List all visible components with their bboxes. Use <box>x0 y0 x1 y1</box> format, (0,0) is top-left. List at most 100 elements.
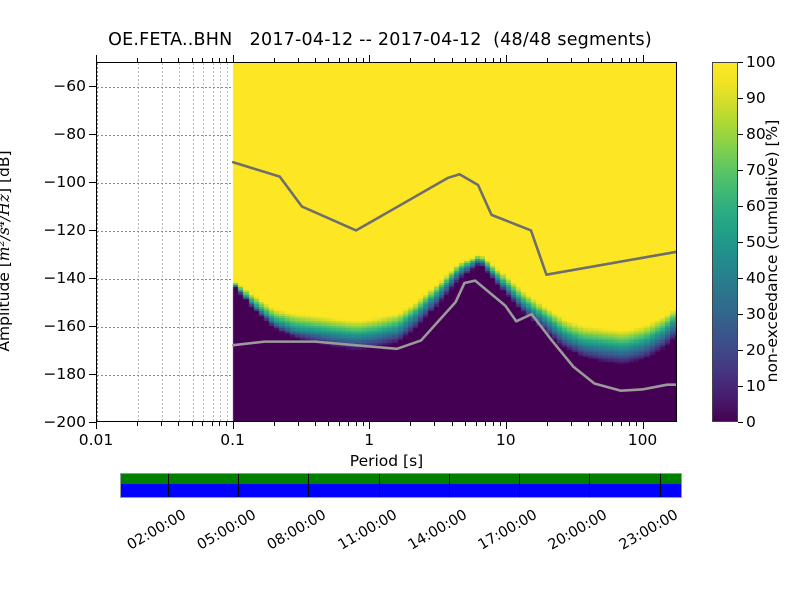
timeline-tick <box>448 474 450 497</box>
x-tick <box>499 422 501 426</box>
x-tick <box>601 422 603 426</box>
coverage-band-data <box>121 474 681 484</box>
y-axis-title: Amplitude [m²/s⁴/Hz] [dB] <box>0 101 13 401</box>
colorbar-tick-label: 70 <box>746 161 766 179</box>
timeline-tick-label: 20:00:00 <box>545 507 611 554</box>
timeline-tick <box>589 474 591 497</box>
x-tick <box>211 422 213 426</box>
colorbar-tick-label: 90 <box>746 89 766 107</box>
x-tick <box>484 422 486 426</box>
x-tick <box>629 422 631 426</box>
timeline-tick <box>308 474 310 497</box>
x-tick-label: 1 <box>364 431 375 449</box>
x-tick <box>178 422 180 426</box>
colorbar-tick-label: 50 <box>746 233 766 251</box>
x-tick <box>475 422 477 426</box>
x-tick <box>232 422 234 429</box>
nhnm-line <box>231 160 676 276</box>
colorbar-tick <box>738 278 743 279</box>
y-tick <box>89 422 96 423</box>
colorbar-tick-label: 0 <box>746 413 756 431</box>
x-tick <box>363 422 364 426</box>
y-tick <box>89 86 96 87</box>
ppsd-histogram-canvas <box>97 63 676 421</box>
timeline-tick-label: 08:00:00 <box>264 507 330 554</box>
timeline-tick-label: 14:00:00 <box>405 507 470 554</box>
colorbar-tick-label: 10 <box>746 377 766 395</box>
y-tick-label: −180 <box>43 365 86 383</box>
timeline-tick-label: 02:00:00 <box>124 507 189 554</box>
y-tick-label: −120 <box>43 221 86 239</box>
y-tick-label: −100 <box>43 173 86 191</box>
noise-model-lines <box>231 160 676 392</box>
x-tick <box>369 55 371 62</box>
timeline-tick <box>238 474 240 497</box>
colorbar <box>712 62 738 422</box>
y-tick <box>89 326 96 327</box>
colorbar-tick-label: 60 <box>746 197 766 215</box>
x-tick <box>348 422 350 426</box>
ppsd-plot-area[interactable] <box>96 62 677 422</box>
x-tick <box>451 422 453 426</box>
colorbar-tick-label: 20 <box>746 341 766 359</box>
timeline-tick <box>378 474 380 497</box>
x-tick <box>219 422 221 426</box>
colorbar-tick <box>738 314 743 315</box>
x-tick <box>547 422 548 426</box>
colorbar-title: non-exceedance (cumulative) [%] <box>763 119 781 383</box>
x-tick <box>232 55 234 62</box>
timeline-tick <box>519 474 521 497</box>
x-tick <box>356 422 357 426</box>
timeline-tick-label: 23:00:00 <box>616 507 681 554</box>
colorbar-tick <box>738 242 743 243</box>
y-tick <box>89 134 96 135</box>
timeline-tick-label: 11:00:00 <box>335 507 400 554</box>
y-tick-label: −140 <box>43 269 86 287</box>
timeline-tick <box>659 474 661 497</box>
colorbar-tick-label: 40 <box>746 269 766 287</box>
x-tick <box>297 422 299 426</box>
x-tick <box>273 422 275 426</box>
x-tick-label: 0.1 <box>220 431 245 449</box>
x-tick <box>636 422 638 426</box>
x-axis-title: Period [s] <box>349 452 424 470</box>
x-tick-label: 10 <box>495 431 516 449</box>
x-tick <box>314 422 316 426</box>
x-tick-label: 0.01 <box>78 431 114 449</box>
x-tick <box>137 422 139 426</box>
x-tick <box>328 422 330 426</box>
x-tick <box>505 55 507 62</box>
colorbar-tick <box>738 134 743 135</box>
x-tick <box>434 422 436 426</box>
y-tick-label: −160 <box>43 317 86 335</box>
x-tick <box>161 422 163 426</box>
x-tick <box>621 422 623 426</box>
coverage-band-gaps <box>121 484 681 497</box>
y-axis-title-suffix: ] [dB] <box>0 150 13 194</box>
nlnm-line <box>231 279 676 392</box>
y-tick-label: −200 <box>43 413 86 431</box>
colorbar-tick-label: 100 <box>746 53 776 71</box>
colorbar-tick <box>738 206 743 207</box>
y-tick <box>89 182 96 183</box>
y-tick <box>89 230 96 231</box>
colorbar-tick-label: 30 <box>746 305 766 323</box>
y-tick <box>89 374 96 375</box>
x-tick-label: 100 <box>627 431 658 449</box>
timeline-tick-label: 17:00:00 <box>475 507 541 554</box>
colorbar-tick-label: 80 <box>746 125 766 143</box>
x-tick <box>226 422 228 426</box>
data-coverage-bar[interactable] <box>120 473 682 498</box>
y-tick <box>89 278 96 279</box>
x-tick <box>571 422 572 426</box>
page-title: OE.FETA..BHN 2017-04-12 -- 2017-04-12 (4… <box>108 30 652 50</box>
timeline-tick-label: 05:00:00 <box>194 507 260 554</box>
y-tick-label: −80 <box>53 125 86 143</box>
colorbar-tick <box>738 386 743 387</box>
colorbar-tick <box>738 62 743 63</box>
x-tick <box>191 422 193 426</box>
x-tick <box>588 422 590 426</box>
y-axis-title-prefix: Amplitude [ <box>0 261 13 352</box>
colorbar-tick <box>738 170 743 171</box>
